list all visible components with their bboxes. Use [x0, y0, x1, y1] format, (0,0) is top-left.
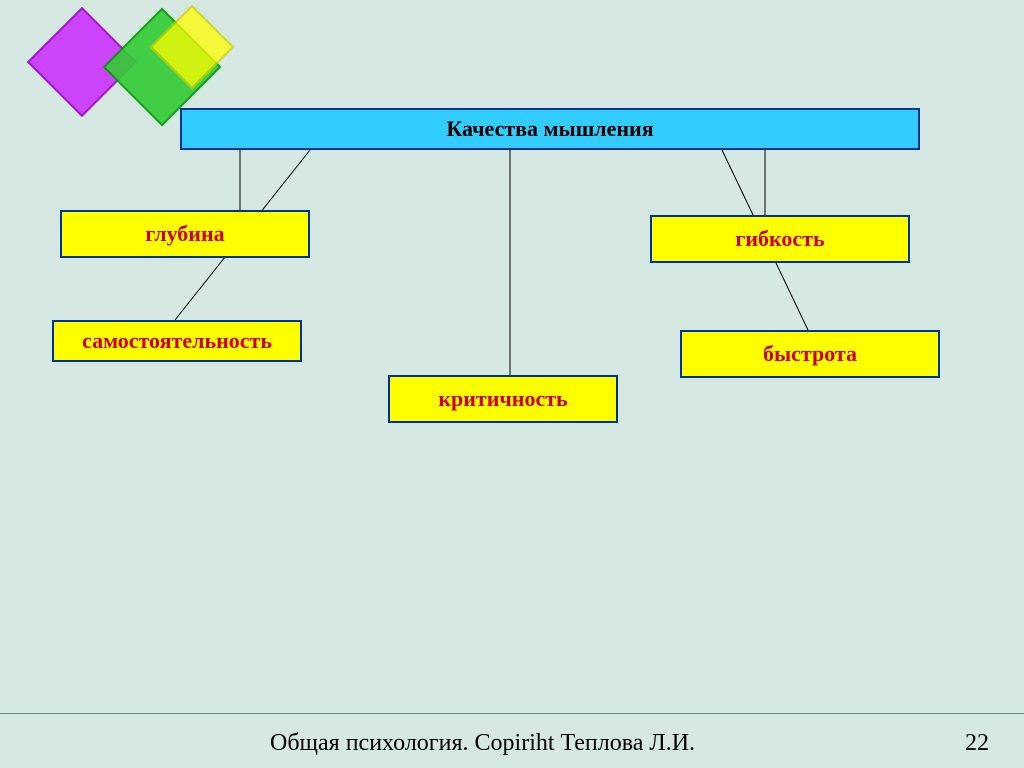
leaf-label-criticality: критичность — [438, 386, 567, 412]
leaf-speed: быстрота — [680, 330, 940, 378]
leaf-label-depth: глубина — [145, 221, 224, 247]
leaf-flexibility: гибкость — [650, 215, 910, 263]
leaf-independence: самостоятельность — [52, 320, 302, 362]
title-label: Качества мышления — [446, 116, 653, 142]
leaf-criticality: критичность — [388, 375, 618, 423]
title-box: Качества мышления — [180, 108, 920, 150]
leaf-depth: глубина — [60, 210, 310, 258]
leaf-label-independence: самостоятельность — [82, 328, 272, 354]
slide-canvas: Качества мышления глубина гибкость самостоя… — [0, 0, 1024, 768]
footer-divider — [0, 713, 1024, 714]
page-number: 22 — [965, 730, 989, 757]
leaf-label-speed: быстрота — [763, 341, 857, 367]
leaf-label-flexibility: гибкость — [735, 226, 824, 252]
footer-text: Общая психология. Copiriht Теплова Л.И. — [270, 730, 695, 757]
